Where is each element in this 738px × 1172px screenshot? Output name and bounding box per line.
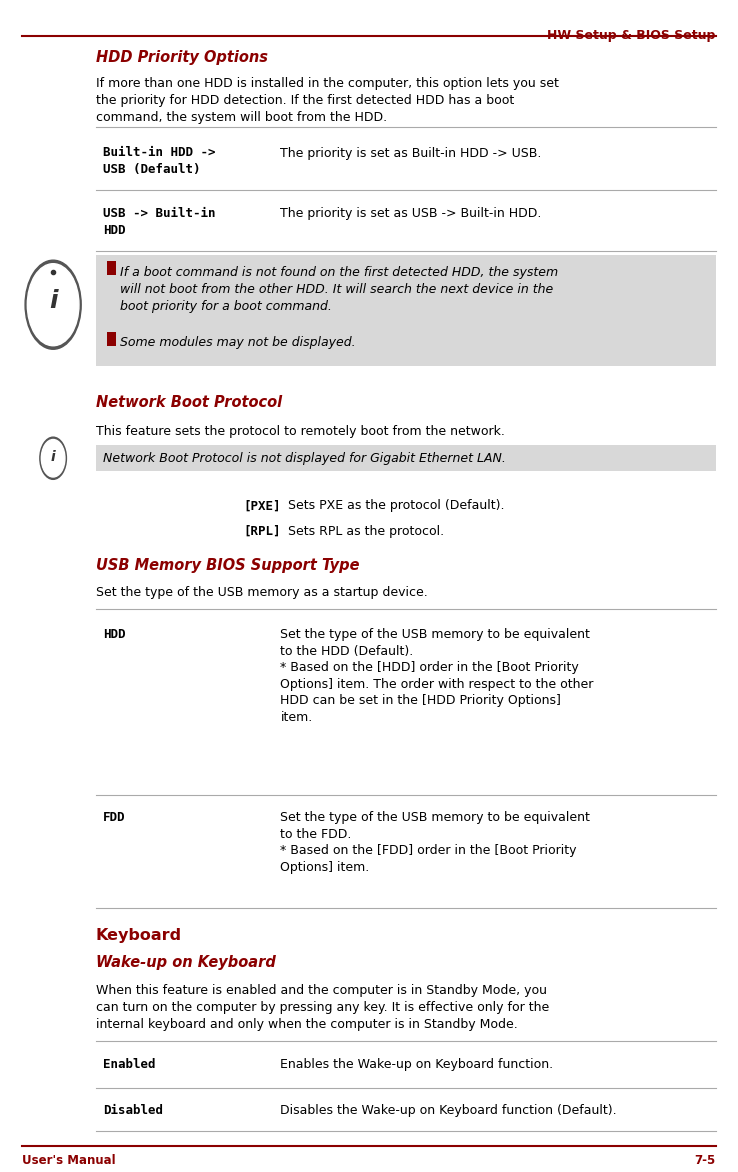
Circle shape xyxy=(41,440,65,477)
Text: Network Boot Protocol: Network Boot Protocol xyxy=(96,395,282,410)
Text: USB Memory BIOS Support Type: USB Memory BIOS Support Type xyxy=(96,558,359,573)
Text: This feature sets the protocol to remotely boot from the network.: This feature sets the protocol to remote… xyxy=(96,425,505,438)
Circle shape xyxy=(40,437,66,479)
Bar xyxy=(107,332,116,346)
Text: When this feature is enabled and the computer is in Standby Mode, you
can turn o: When this feature is enabled and the com… xyxy=(96,984,549,1031)
Text: Set the type of the USB memory to be equivalent
to the FDD.
* Based on the [FDD]: Set the type of the USB memory to be equ… xyxy=(280,811,590,873)
Text: Keyboard: Keyboard xyxy=(96,928,182,943)
Text: i: i xyxy=(49,289,58,313)
Text: User's Manual: User's Manual xyxy=(22,1154,116,1167)
Text: Sets RPL as the protocol.: Sets RPL as the protocol. xyxy=(288,525,444,538)
Text: Set the type of the USB memory to be equivalent
to the HDD (Default).
* Based on: Set the type of the USB memory to be equ… xyxy=(280,628,594,723)
FancyBboxPatch shape xyxy=(96,445,716,471)
Text: Network Boot Protocol is not displayed for Gigabit Ethernet LAN.: Network Boot Protocol is not displayed f… xyxy=(103,451,506,465)
Text: i: i xyxy=(51,450,55,464)
Text: HDD: HDD xyxy=(103,628,125,641)
Text: 7-5: 7-5 xyxy=(694,1154,716,1167)
FancyBboxPatch shape xyxy=(96,255,716,366)
Text: Disables the Wake-up on Keyboard function (Default).: Disables the Wake-up on Keyboard functio… xyxy=(280,1104,617,1117)
Text: Enables the Wake-up on Keyboard function.: Enables the Wake-up on Keyboard function… xyxy=(280,1058,554,1071)
Text: Some modules may not be displayed.: Some modules may not be displayed. xyxy=(120,336,356,349)
Circle shape xyxy=(25,260,81,349)
Text: Set the type of the USB memory as a startup device.: Set the type of the USB memory as a star… xyxy=(96,586,428,599)
Text: If more than one HDD is installed in the computer, this option lets you set
the : If more than one HDD is installed in the… xyxy=(96,77,559,124)
Text: If a boot command is not found on the first detected HDD, the system
will not bo: If a boot command is not found on the fi… xyxy=(120,266,559,313)
Text: Sets PXE as the protocol (Default).: Sets PXE as the protocol (Default). xyxy=(288,499,504,512)
Text: HW Setup & BIOS Setup: HW Setup & BIOS Setup xyxy=(548,29,716,42)
Text: Enabled: Enabled xyxy=(103,1058,156,1071)
Text: [PXE]: [PXE] xyxy=(244,499,281,512)
Text: FDD: FDD xyxy=(103,811,125,824)
Text: USB -> Built-in
HDD: USB -> Built-in HDD xyxy=(103,207,215,237)
Text: HDD Priority Options: HDD Priority Options xyxy=(96,50,268,66)
Text: [RPL]: [RPL] xyxy=(244,525,281,538)
Text: Built-in HDD ->
USB (Default): Built-in HDD -> USB (Default) xyxy=(103,146,215,176)
Bar xyxy=(107,261,116,275)
Text: Disabled: Disabled xyxy=(103,1104,163,1117)
Text: The priority is set as Built-in HDD -> USB.: The priority is set as Built-in HDD -> U… xyxy=(280,146,542,159)
Text: The priority is set as USB -> Built-in HDD.: The priority is set as USB -> Built-in H… xyxy=(280,207,542,220)
Circle shape xyxy=(27,264,79,346)
Text: Wake-up on Keyboard: Wake-up on Keyboard xyxy=(96,955,276,970)
